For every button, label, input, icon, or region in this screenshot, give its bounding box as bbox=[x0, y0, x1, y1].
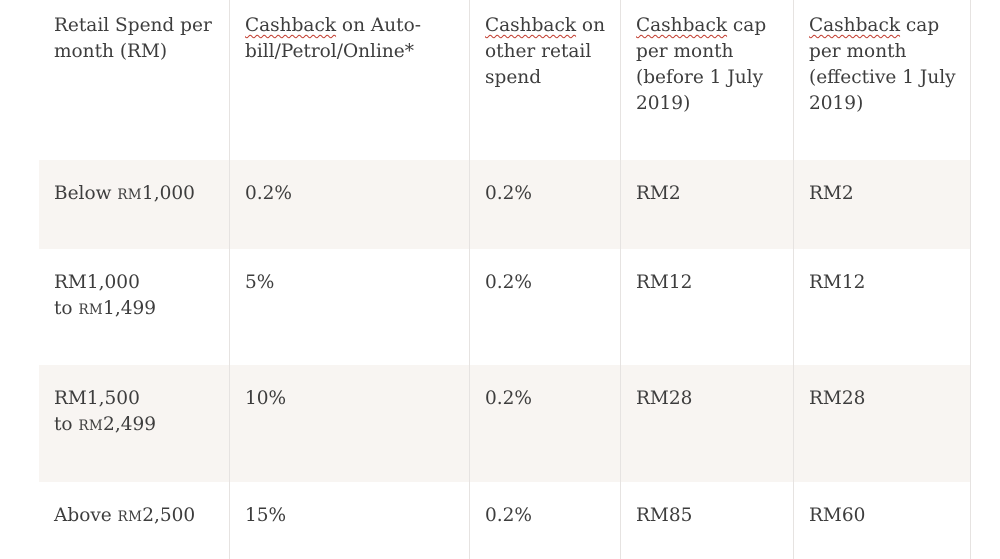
cell-cashback-auto: 15% bbox=[230, 482, 470, 559]
currency-label: RM bbox=[117, 509, 143, 525]
table-row: RM1,000 to RM1,499 5% 0.2% RM12 RM12 bbox=[39, 249, 971, 365]
cell-cashback-other: 0.2% bbox=[470, 365, 621, 482]
header-text-line: Cashback cap bbox=[809, 13, 970, 39]
header-text-line: spend bbox=[485, 67, 542, 88]
header-cashback-other: Cashback on other retail spend bbox=[470, 0, 621, 160]
cell-retail-spend: Below RM1,000 bbox=[39, 160, 230, 249]
spend-amount: 1,499 bbox=[103, 298, 157, 319]
spend-line: Below RM1,000 bbox=[54, 181, 229, 208]
currency-label: RM bbox=[117, 187, 142, 203]
header-text-line: other retail bbox=[485, 41, 592, 62]
cell-cap-effective: RM2 bbox=[794, 160, 971, 249]
table-row: RM1,500 to RM2,499 10% 0.2% RM28 RM28 bbox=[39, 365, 971, 482]
spend-amount: 1,000 bbox=[141, 183, 195, 204]
cell-cap-before: RM28 bbox=[621, 365, 794, 482]
spend-line: to RM2,499 bbox=[54, 412, 229, 439]
spellcheck-word: Cashback bbox=[636, 15, 728, 36]
spend-text: Above bbox=[54, 505, 118, 526]
header-cap-before: Cashback cap per month (before 1 July 20… bbox=[621, 0, 794, 160]
cell-cap-before: RM12 bbox=[621, 249, 794, 365]
spend-amount: 2,499 bbox=[103, 414, 157, 435]
cell-retail-spend: RM1,000 to RM1,499 bbox=[39, 249, 230, 365]
cell-cap-effective: RM12 bbox=[794, 249, 971, 365]
spend-line: Above RM2,500 bbox=[54, 503, 229, 530]
header-text-line: (before 1 July bbox=[636, 67, 764, 88]
spellcheck-word: Cashback bbox=[485, 15, 577, 36]
header-text-line: month (RM) bbox=[54, 41, 168, 62]
header-text-line: Cashback cap bbox=[636, 13, 793, 39]
header-cashback-auto: Cashback on Auto- bill/Petrol/Online* bbox=[230, 0, 470, 160]
spellcheck-word: Cashback bbox=[245, 15, 337, 36]
table-header-row: Retail Spend per month (RM) Cashback on … bbox=[39, 0, 971, 160]
header-text-line: Cashback on bbox=[485, 13, 620, 39]
cell-cashback-other: 0.2% bbox=[470, 160, 621, 249]
header-text-line: Retail Spend per bbox=[54, 15, 212, 36]
header-text: on Auto- bbox=[336, 15, 421, 36]
spend-line: to RM1,499 bbox=[54, 296, 229, 323]
cell-cashback-other: 0.2% bbox=[470, 249, 621, 365]
cell-cashback-auto: 0.2% bbox=[230, 160, 470, 249]
header-text-line: 2019) bbox=[636, 93, 691, 114]
header-text-line: per month bbox=[636, 41, 734, 62]
header-text-line: (effective 1 July bbox=[809, 67, 956, 88]
table-row: Below RM1,000 0.2% 0.2% RM2 RM2 bbox=[39, 160, 971, 249]
header-text-line: 2019) bbox=[809, 93, 864, 114]
cell-retail-spend: RM1,500 to RM2,499 bbox=[39, 365, 230, 482]
header-text: cap bbox=[727, 15, 767, 36]
header-text-line: bill/Petrol/Online* bbox=[245, 41, 414, 62]
cell-cap-effective: RM28 bbox=[794, 365, 971, 482]
header-text-line: Cashback on Auto- bbox=[245, 13, 469, 39]
cell-cap-before: RM2 bbox=[621, 160, 794, 249]
header-text: cap bbox=[900, 15, 940, 36]
spend-amount: 2,500 bbox=[142, 505, 196, 526]
header-text-line: per month bbox=[809, 41, 907, 62]
cell-cashback-auto: 10% bbox=[230, 365, 470, 482]
spellcheck-word: Cashback bbox=[809, 15, 901, 36]
table-row: Above RM2,500 15% 0.2% RM85 RM60 bbox=[39, 482, 971, 559]
spend-text: to bbox=[54, 414, 79, 435]
spend-line: RM1,000 bbox=[54, 272, 140, 293]
currency-label: RM bbox=[78, 418, 104, 434]
cell-cap-effective: RM60 bbox=[794, 482, 971, 559]
cell-cashback-auto: 5% bbox=[230, 249, 470, 365]
header-cap-effective: Cashback cap per month (effective 1 July… bbox=[794, 0, 971, 160]
cashback-table: Retail Spend per month (RM) Cashback on … bbox=[39, 0, 971, 559]
cell-cashback-other: 0.2% bbox=[470, 482, 621, 559]
cell-cap-before: RM85 bbox=[621, 482, 794, 559]
spend-text: to bbox=[54, 298, 79, 319]
cell-retail-spend: Above RM2,500 bbox=[39, 482, 230, 559]
spend-line: RM1,500 bbox=[54, 388, 140, 409]
header-retail-spend: Retail Spend per month (RM) bbox=[39, 0, 230, 160]
spend-text: Below bbox=[54, 183, 118, 204]
header-text: on bbox=[576, 15, 605, 36]
currency-label: RM bbox=[78, 302, 104, 318]
